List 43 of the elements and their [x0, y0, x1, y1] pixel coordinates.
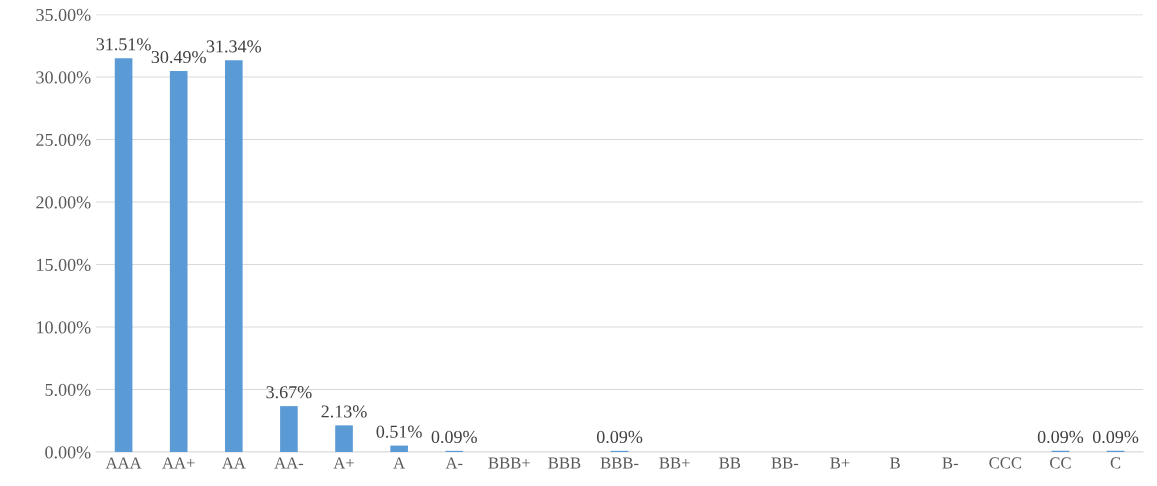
x-tick-label: AA-: [274, 457, 304, 469]
y-tick-label: 0.00%: [45, 446, 91, 459]
data-label: 31.34%: [206, 40, 262, 53]
x-tick-label: A: [393, 457, 406, 469]
x-tick-label: BBB+: [488, 457, 530, 469]
y-tick-label: 35.00%: [36, 8, 91, 22]
y-tick-label: 25.00%: [36, 133, 91, 147]
y-tick-label: 20.00%: [36, 196, 91, 209]
x-tick-label: CCC: [989, 457, 1022, 469]
data-label: 0.09%: [1037, 430, 1084, 444]
y-tick-label: 15.00%: [37, 258, 91, 272]
bar: [335, 425, 353, 452]
data-label: 0.09%: [596, 430, 643, 444]
x-tick-label: B: [890, 457, 900, 469]
y-tick-label: 5.00%: [45, 383, 91, 397]
data-label: 0.09%: [431, 430, 477, 444]
bar: [224, 60, 243, 452]
bar: [114, 58, 133, 452]
bar: [390, 445, 408, 452]
x-tick-label: A-: [445, 457, 463, 469]
data-label: 30.49%: [151, 50, 206, 64]
x-tick-label: BBB-: [600, 457, 639, 469]
x-tick-label: BB+: [659, 457, 690, 469]
x-tick-label: AA: [221, 457, 246, 469]
y-tick-label: 30.00%: [36, 71, 91, 84]
bar: [169, 70, 188, 452]
data-label: 3.67%: [266, 386, 312, 399]
x-tick-label: BB: [719, 457, 741, 469]
x-tick-label: BBB: [548, 457, 581, 469]
x-tick-label: C: [1110, 457, 1121, 469]
x-tick-label: AAA: [105, 457, 142, 469]
x-tick-label: BB-: [771, 457, 799, 469]
x-tick-label: A+: [333, 457, 354, 469]
x-tick-label: CC: [1050, 457, 1071, 469]
x-tick-label: B+: [830, 457, 850, 469]
x-tick-label: AA+: [162, 457, 195, 469]
x-tick-label: B-: [942, 457, 958, 469]
bar: [280, 406, 298, 452]
data-label: 0.51%: [376, 425, 422, 438]
data-label: 31.51%: [96, 38, 151, 51]
data-label: 2.13%: [321, 405, 367, 418]
data-label: 0.09%: [1092, 430, 1139, 444]
y-tick-label: 10.00%: [37, 321, 91, 334]
